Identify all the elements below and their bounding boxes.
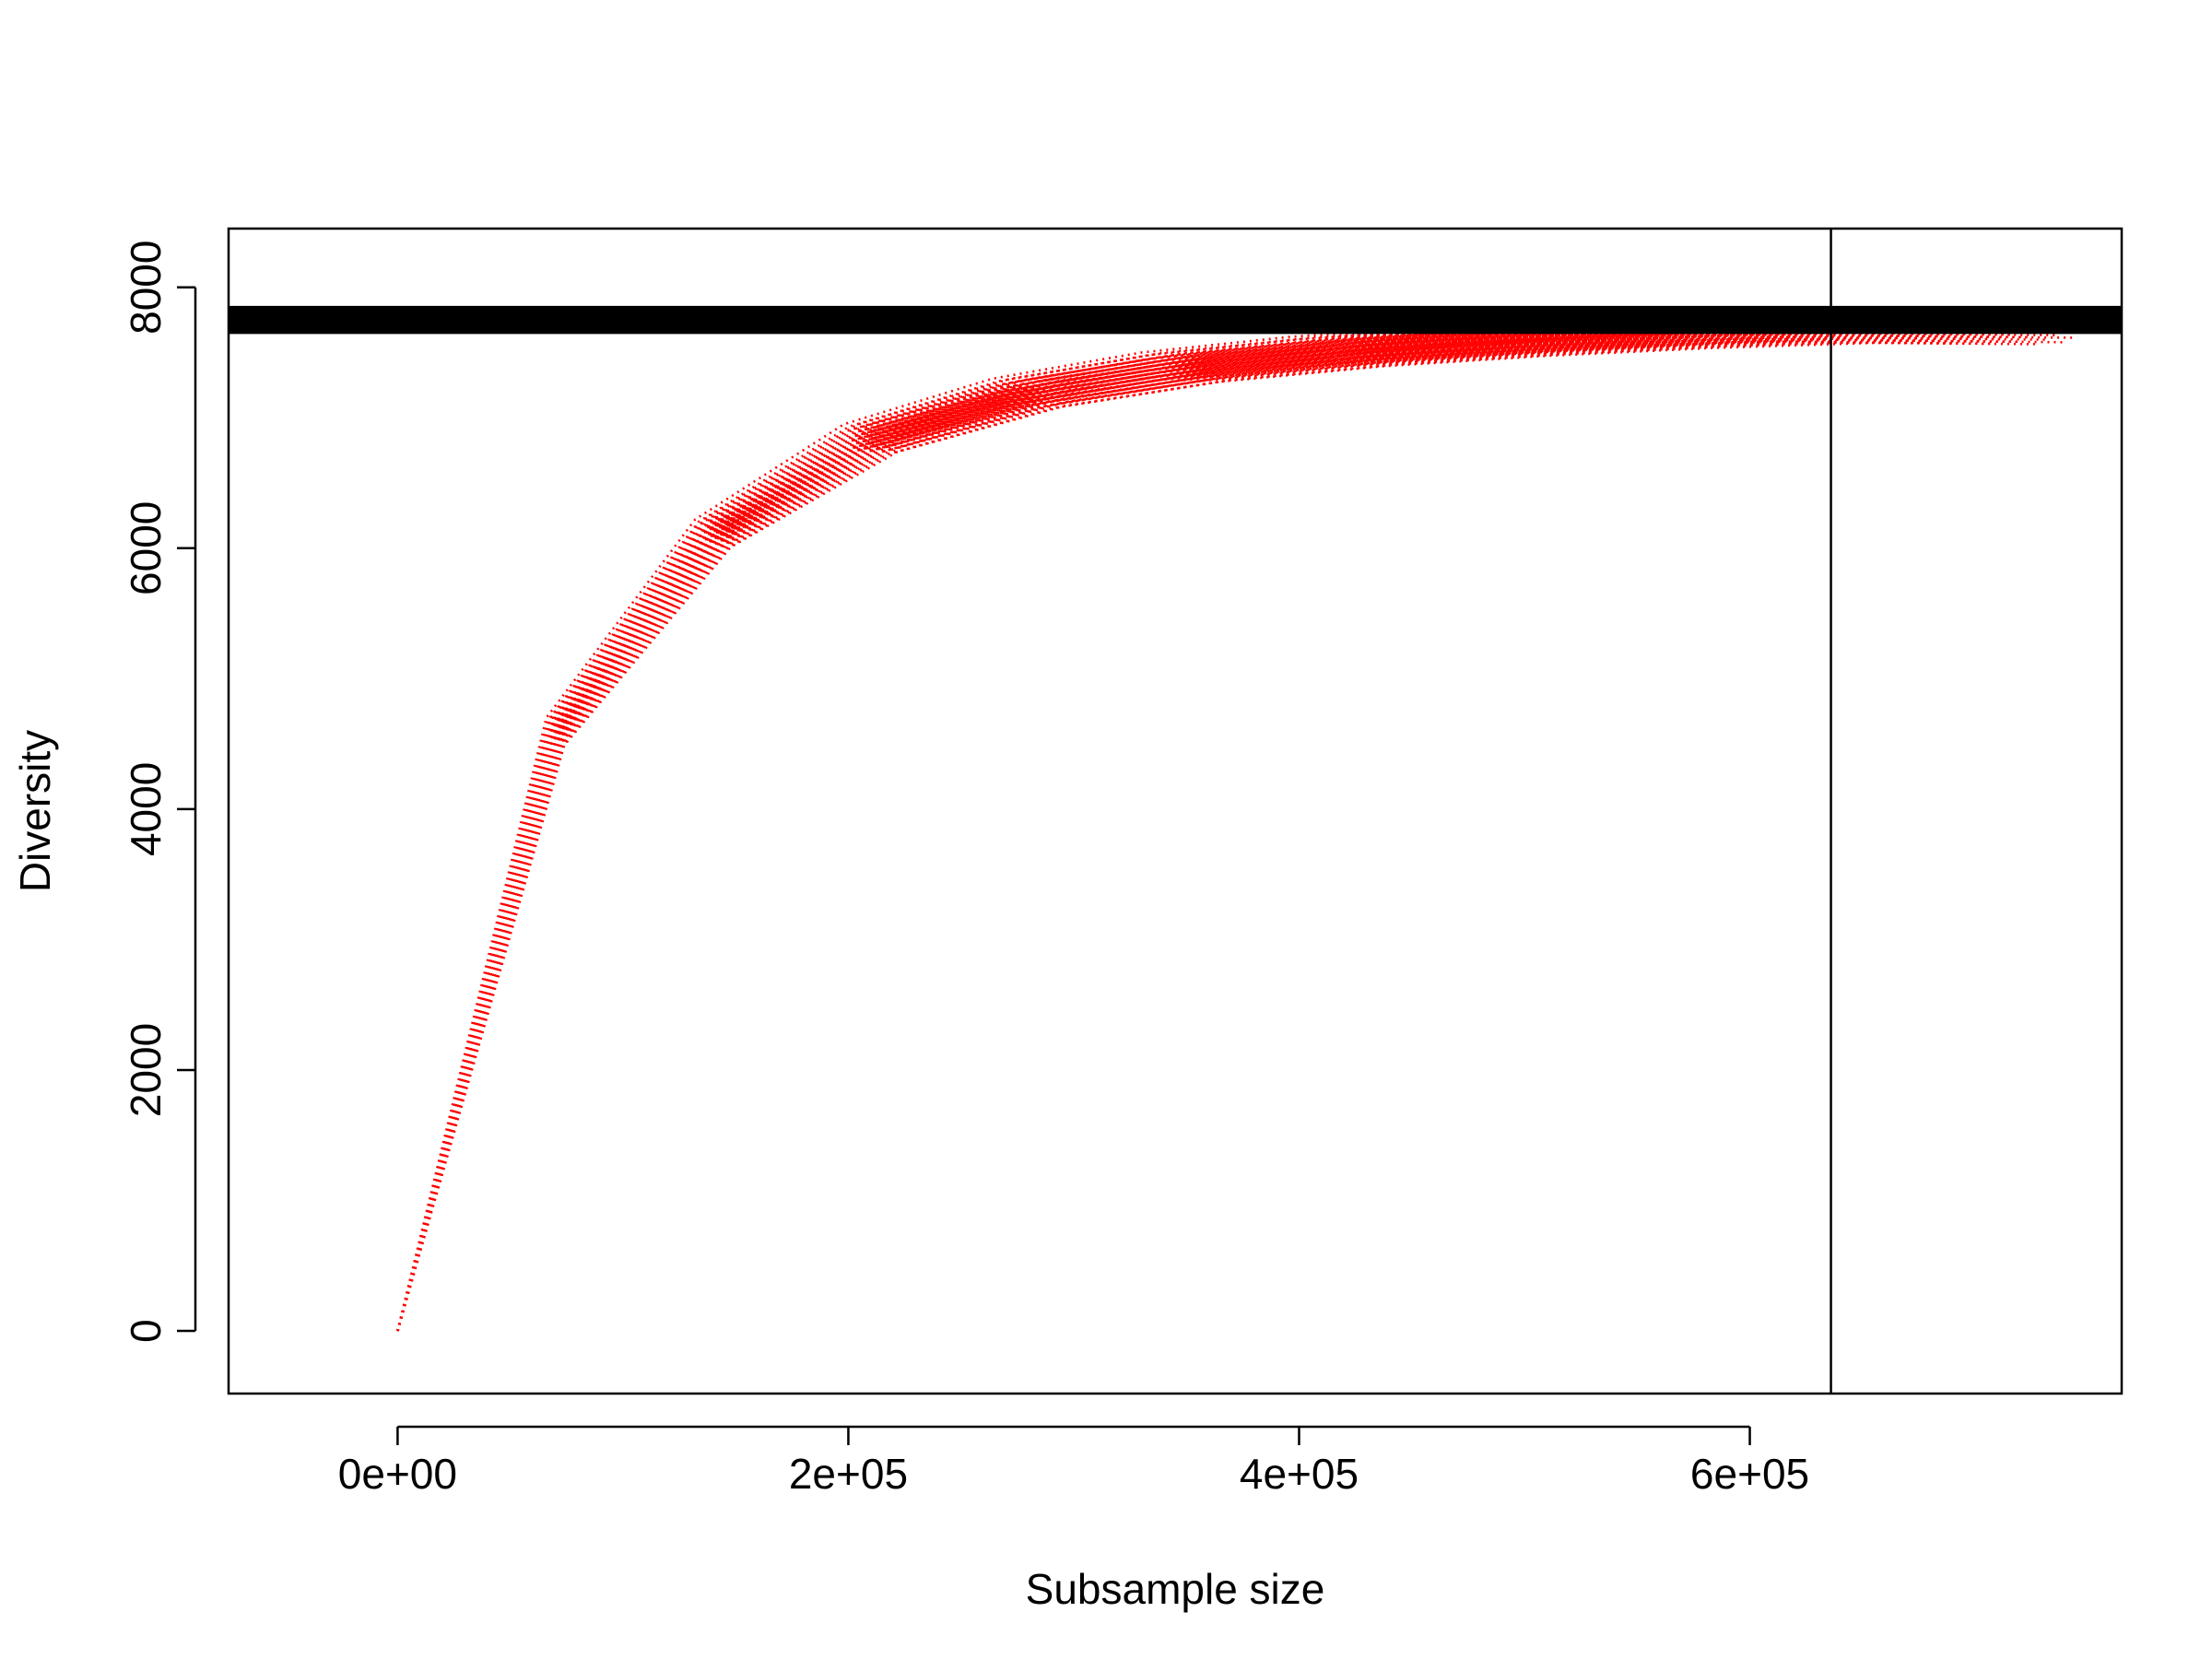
rarefaction-curve: [396, 332, 2058, 1332]
x-tick-label: 2e+05: [789, 1450, 908, 1498]
rarefaction-curve: [396, 332, 2016, 1332]
rarefaction-curve: [396, 340, 1912, 1332]
x-axis: 0e+00 2e+05 4e+05 6e+05: [338, 1425, 1809, 1498]
rarefaction-curve: [396, 330, 2041, 1332]
rarefaction-curve: [396, 337, 1895, 1332]
rarefaction-curve: [396, 328, 2067, 1332]
rarefaction-curve: [396, 335, 1963, 1332]
rarefaction-curve: [396, 320, 1976, 1332]
rarefaction-curve: [396, 335, 2031, 1332]
rarefaction-curve: [396, 335, 1922, 1332]
rarefaction-curve: [396, 329, 1957, 1332]
rarefaction-curve: [396, 338, 1980, 1332]
plot-frame: [227, 227, 2124, 1395]
rarefaction-curve: [396, 320, 2018, 1332]
rarefaction-curve: [396, 322, 1950, 1332]
rarefaction-curve: [396, 324, 1967, 1332]
rarefaction-curve: [396, 312, 1928, 1332]
rarefaction-curve: [396, 318, 2044, 1332]
rarefaction-curve: [396, 313, 2054, 1332]
rarefaction-curve: [396, 335, 2074, 1332]
rarefaction-curve: [396, 338, 2022, 1332]
rarefaction-curve: [396, 341, 1996, 1332]
rarefaction-curve: [396, 331, 1931, 1332]
rarefaction-curve: [396, 324, 1924, 1332]
rarefaction-curve: [396, 336, 2006, 1332]
y-tick-label: 0: [122, 1319, 170, 1343]
rarefaction-curve: [396, 327, 2025, 1332]
rarefaction-curve: [396, 339, 2065, 1332]
y-tick-label: 8000: [122, 241, 170, 335]
rarefaction-curve: [396, 315, 1986, 1332]
y-tick-label: 6000: [122, 501, 170, 595]
rarefaction-curve: [396, 340, 1954, 1332]
rarefaction-curve: [396, 333, 1947, 1332]
x-tick-label: 4e+05: [1240, 1450, 1359, 1498]
rarefaction-curve: [396, 319, 1935, 1332]
rarefaction-curves: [396, 312, 2077, 1332]
rarefaction-curve: [396, 324, 2009, 1332]
rarefaction-curve: [396, 331, 1973, 1332]
rarefaction-curve: [396, 323, 1993, 1332]
rarefaction-curve: [396, 314, 1944, 1332]
rarefaction-curve: [396, 333, 1905, 1332]
rarefaction-curve: [396, 313, 2012, 1332]
rarefaction-curve: [396, 318, 2003, 1332]
x-axis-title: Subsample size: [1026, 1565, 1325, 1613]
rarefaction-curve: [396, 316, 2071, 1332]
rarefaction-curve: [396, 325, 2051, 1332]
rarefaction-curve: [396, 315, 2029, 1332]
rarefaction-curve: [396, 321, 2061, 1332]
rarefaction-curve: [396, 329, 1999, 1332]
rarefaction-curve: [396, 337, 1937, 1332]
rarefaction-curve: [396, 312, 1886, 1332]
rarefaction-curve: [396, 326, 1941, 1332]
rarefaction-curve: [396, 330, 1888, 1332]
x-tick-label: 0e+00: [338, 1450, 457, 1498]
rarefaction-curve: [396, 314, 1901, 1332]
rarefaction-curve: [396, 312, 1970, 1332]
rarefaction-curve: [396, 341, 2038, 1332]
y-axis-title: Diversity: [11, 730, 59, 892]
rarefaction-curve: [396, 317, 1960, 1332]
rarefaction-curve: [396, 317, 1918, 1332]
x-tick-label: 6e+05: [1690, 1450, 1809, 1498]
rarefaction-curve: [396, 334, 1990, 1332]
y-tick-label: 4000: [122, 762, 170, 856]
rarefaction-curve: [396, 323, 2035, 1332]
rarefaction-curve: [396, 326, 1983, 1332]
rarefaction-curve: [396, 325, 1899, 1332]
rarefaction-curve: [396, 336, 2048, 1332]
rarefaction-curve: [396, 324, 2077, 1332]
diversity-reference-lines: [229, 305, 2122, 335]
rarefaction-curve: [396, 321, 1908, 1332]
rarefaction-curve: [396, 328, 1915, 1332]
y-axis: 0 2000 4000 6000 8000: [122, 241, 197, 1343]
y-tick-label: 2000: [122, 1023, 170, 1117]
rarefaction-curve: [396, 319, 1892, 1332]
